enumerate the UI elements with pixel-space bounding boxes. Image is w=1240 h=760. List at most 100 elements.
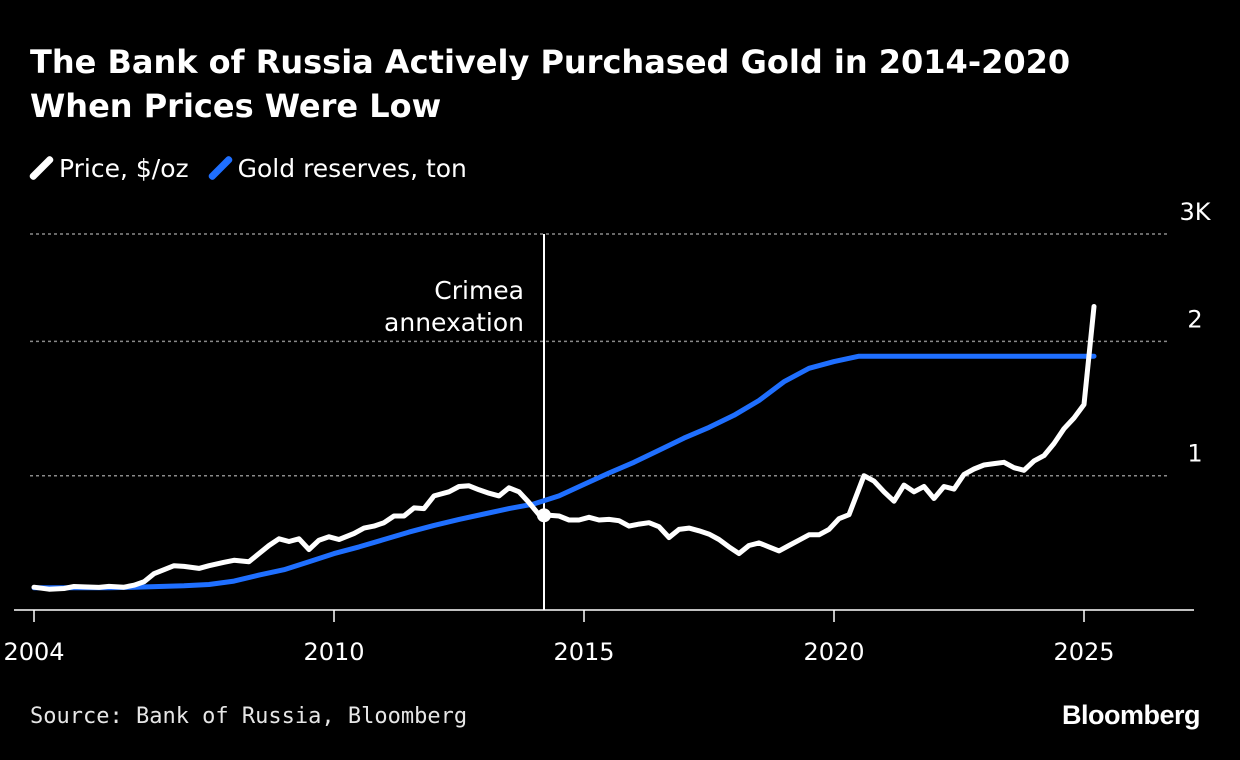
bloomberg-logo: Bloomberg bbox=[1061, 700, 1201, 730]
reserves-point bbox=[308, 561, 310, 563]
price-point bbox=[1093, 306, 1095, 307]
price-point bbox=[678, 528, 680, 530]
x-tick-label: 2010 bbox=[303, 638, 364, 666]
gridlines: 1 2 3K bbox=[30, 198, 1212, 477]
x-axis-ticks: 2004 2010 2015 2020 2025 bbox=[3, 610, 1115, 666]
price-point bbox=[993, 463, 995, 465]
price-point bbox=[488, 492, 490, 494]
price-point bbox=[48, 588, 50, 590]
price-point bbox=[798, 539, 800, 541]
price-point bbox=[768, 546, 770, 548]
price-point bbox=[153, 573, 155, 575]
price-point bbox=[163, 569, 165, 571]
price-point bbox=[963, 473, 965, 475]
price-point bbox=[383, 522, 385, 524]
reserves-point bbox=[883, 355, 885, 357]
price-point bbox=[73, 586, 75, 587]
y-tick-label: 1 bbox=[1187, 440, 1202, 468]
reserves-point bbox=[783, 381, 785, 383]
reserves-point bbox=[233, 580, 235, 582]
price-point bbox=[1023, 469, 1025, 471]
price-point bbox=[933, 498, 935, 499]
price-point bbox=[903, 484, 905, 486]
price-point bbox=[83, 586, 85, 588]
price-point bbox=[983, 464, 985, 466]
price-point bbox=[1063, 428, 1065, 430]
price-point bbox=[828, 528, 830, 530]
price-point bbox=[893, 500, 895, 502]
price-point bbox=[63, 588, 65, 589]
price-point bbox=[288, 541, 290, 542]
price-point bbox=[688, 527, 690, 529]
chart-title: The Bank of Russia Actively Purchased Go… bbox=[30, 40, 1210, 128]
reserves-point bbox=[1008, 355, 1010, 357]
price-point bbox=[668, 537, 670, 538]
price-point bbox=[848, 514, 850, 516]
reserves-point bbox=[433, 524, 435, 526]
legend-item-price: Price, $/oz bbox=[28, 153, 189, 183]
reserves-point bbox=[1058, 355, 1060, 357]
reserves-point bbox=[833, 361, 835, 363]
price-point bbox=[143, 581, 145, 583]
reserves-point bbox=[158, 586, 160, 587]
gold-reserves-series-line bbox=[31, 353, 1097, 591]
reserves-point bbox=[633, 461, 635, 463]
price-point bbox=[173, 565, 175, 567]
price-point bbox=[258, 553, 260, 555]
price-point bbox=[248, 561, 250, 563]
price-point bbox=[618, 520, 620, 522]
reserves-point bbox=[333, 553, 335, 555]
price-point bbox=[738, 553, 740, 555]
reserves-point bbox=[458, 518, 460, 520]
y-tick-label: 3K bbox=[1179, 198, 1211, 226]
price-point bbox=[308, 549, 310, 551]
reserves-point bbox=[383, 539, 385, 540]
reserves-point bbox=[983, 355, 985, 357]
reserves-point bbox=[733, 414, 735, 416]
price-point bbox=[1043, 455, 1045, 457]
price-point bbox=[1073, 417, 1075, 419]
price-point bbox=[208, 565, 210, 567]
price-point bbox=[1003, 461, 1005, 463]
price-point bbox=[328, 536, 330, 538]
reserves-point bbox=[558, 495, 560, 497]
reserves-point bbox=[758, 400, 760, 401]
reserves-point bbox=[1093, 355, 1095, 357]
price-point bbox=[468, 485, 470, 487]
price-point bbox=[278, 538, 280, 540]
annotation-label-line-2: annexation bbox=[384, 308, 524, 337]
y-tick-label: 2 bbox=[1187, 305, 1202, 333]
price-point bbox=[748, 545, 750, 546]
price-point bbox=[413, 507, 415, 509]
series-lines bbox=[31, 304, 1097, 592]
price-point bbox=[608, 518, 610, 520]
price-point bbox=[423, 508, 425, 510]
price-point bbox=[698, 530, 700, 532]
chart-title-line-1: The Bank of Russia Actively Purchased Go… bbox=[30, 43, 1071, 81]
chart-legend: Price, $/oz Gold reserves, ton bbox=[28, 150, 487, 186]
price-point bbox=[123, 586, 125, 588]
price-point bbox=[648, 522, 650, 524]
reserves-point bbox=[358, 546, 360, 548]
annotation-group: Crimea annexation bbox=[384, 234, 545, 610]
x-tick-label: 2015 bbox=[553, 638, 614, 666]
price-point bbox=[448, 491, 450, 493]
reserves-point bbox=[408, 531, 410, 533]
price-point bbox=[788, 545, 790, 546]
price-point bbox=[363, 527, 365, 529]
reserves-point bbox=[258, 574, 260, 576]
price-point bbox=[863, 475, 865, 477]
price-point bbox=[778, 550, 780, 552]
price-point bbox=[943, 486, 945, 487]
annotation-label-line-1: Crimea bbox=[434, 276, 524, 305]
price-point bbox=[498, 495, 500, 497]
reserves-point bbox=[858, 355, 860, 357]
reserves-point bbox=[908, 355, 910, 357]
price-point bbox=[808, 534, 810, 536]
price-point bbox=[133, 584, 135, 586]
reserves-point bbox=[958, 355, 960, 357]
price-point bbox=[198, 567, 200, 569]
reserves-point bbox=[1033, 355, 1035, 357]
price-point bbox=[373, 525, 375, 527]
reserves-point bbox=[708, 426, 710, 428]
